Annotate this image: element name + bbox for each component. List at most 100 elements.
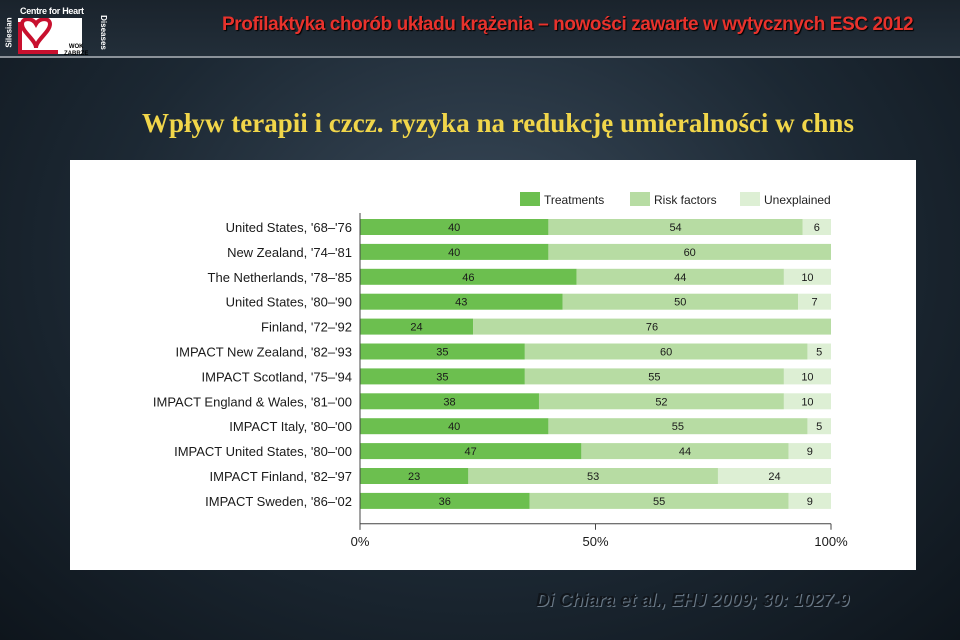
bar-segment [360, 293, 563, 310]
bar-segment [360, 268, 577, 285]
logo-wok-text: WOK [68, 44, 84, 50]
bar-segment [524, 368, 784, 385]
header-title: Profilaktyka chorób układu krążenia – no… [222, 14, 914, 35]
bar-segment [360, 318, 474, 335]
header-bar: Centre for Heart Silesian Diseases WOK Z… [0, 0, 960, 58]
data-label: 9 [807, 496, 813, 508]
bar-segment [807, 343, 831, 360]
legend-label-2: Unexplained [764, 193, 831, 207]
data-label: 35 [436, 371, 448, 383]
data-label: 23 [408, 471, 420, 483]
data-label: 46 [462, 272, 474, 284]
data-label: 35 [436, 347, 448, 359]
data-label: 5 [816, 347, 822, 359]
data-label: 47 [465, 446, 477, 458]
centre-logo: Centre for Heart Silesian Diseases WOK Z… [4, 6, 108, 57]
category-label: IMPACT New Zealand, '82–'93 [176, 345, 352, 360]
bar-segment [360, 368, 525, 385]
data-label: 55 [648, 371, 660, 383]
bar-segment [473, 318, 831, 335]
category-label: IMPACT Scotland, '75–'94 [202, 369, 352, 384]
heart-icon [18, 17, 58, 54]
data-label: 24 [410, 322, 422, 334]
legend-swatch-0 [520, 192, 540, 206]
bar-segment [538, 393, 784, 410]
data-label: 9 [807, 446, 813, 458]
bar-segment [529, 492, 789, 509]
data-label: 38 [443, 396, 455, 408]
data-label: 43 [455, 297, 467, 309]
logo-top-text: Centre for Heart [20, 6, 84, 16]
chart-panel: Treatments Risk factors Unexplained United … [70, 160, 916, 570]
category-label: The Netherlands, '78–'85 [208, 270, 352, 285]
bar-segment [783, 393, 831, 410]
category-label: IMPACT Finland, '82–'97 [210, 469, 353, 484]
logo-box [18, 17, 82, 54]
bar-segment [807, 418, 831, 435]
data-label: 53 [587, 471, 599, 483]
data-label: 50 [674, 297, 686, 309]
category-label: IMPACT Sweden, '86–'02 [205, 494, 352, 509]
bar-segment [360, 443, 582, 460]
logo-wok: WOK ZABRZE [64, 44, 88, 58]
data-label: 44 [674, 272, 686, 284]
legend-swatch-1 [630, 192, 650, 206]
slide-title: Wpływ terapii i czcz. ryzyka na redukcję… [142, 108, 854, 138]
data-label: 6 [814, 222, 820, 234]
legend-label-1: Risk factors [654, 193, 717, 207]
bar-segment [360, 468, 469, 484]
data-label: 40 [448, 421, 460, 433]
data-label: 55 [653, 496, 665, 508]
bar-segment [360, 243, 549, 260]
data-label: 60 [660, 347, 672, 359]
data-label: 5 [816, 421, 822, 433]
data-label: 60 [684, 247, 696, 259]
data-label: 36 [439, 496, 451, 508]
logo-city-text: ZABRZE [64, 51, 89, 57]
x-tick-label: 50% [582, 534, 608, 549]
x-tick-label: 100% [814, 534, 848, 549]
data-label: 76 [646, 322, 658, 334]
bar-segment [524, 343, 808, 360]
bar-segment [783, 268, 831, 285]
logo-right-text: Diseases [98, 15, 108, 50]
logo-left-text: Silesian [4, 17, 14, 48]
bar-segment [548, 243, 831, 260]
legend-swatch-2 [740, 192, 760, 206]
stacked-bar-chart: Treatments Risk factors Unexplained United … [153, 192, 848, 549]
data-label: 40 [448, 247, 460, 259]
bar-segment [360, 492, 530, 509]
bar-segment [562, 293, 799, 310]
bar-segment [581, 443, 789, 460]
data-label: 52 [655, 396, 667, 408]
category-label: IMPACT United States, '80–'00 [174, 444, 352, 459]
data-label: 44 [679, 446, 691, 458]
bar-segment [360, 343, 525, 360]
category-label: United States, '68–'76 [226, 220, 352, 235]
bar-segment [783, 368, 831, 385]
citation: Di Chiara et al., EHJ 2009; 30: 1027-9 [536, 590, 850, 610]
data-label: 10 [801, 371, 813, 383]
bar-segment [788, 492, 831, 509]
category-label: New Zealand, '74–'81 [227, 245, 352, 260]
category-label: United States, '80–'90 [226, 295, 352, 310]
data-label: 24 [768, 471, 780, 483]
category-label: IMPACT Italy, '80–'00 [229, 419, 352, 434]
bar-segment [717, 468, 831, 484]
bar-segment [360, 219, 549, 235]
x-tick-label: 0% [351, 534, 370, 549]
category-label: Finland, '72–'92 [261, 320, 352, 335]
data-label: 55 [672, 421, 684, 433]
category-label: IMPACT England & Wales, '81–'00 [153, 394, 352, 409]
bar-segment [548, 219, 803, 235]
bar-segment [360, 393, 539, 410]
bar-segment [468, 468, 718, 484]
data-label: 54 [669, 222, 681, 234]
data-label: 40 [448, 222, 460, 234]
bar-segment [788, 443, 831, 460]
bar-segment [798, 293, 831, 310]
data-label: 10 [801, 396, 813, 408]
data-label: 7 [811, 297, 817, 309]
legend-label-0: Treatments [544, 193, 604, 207]
data-label: 10 [801, 272, 813, 284]
